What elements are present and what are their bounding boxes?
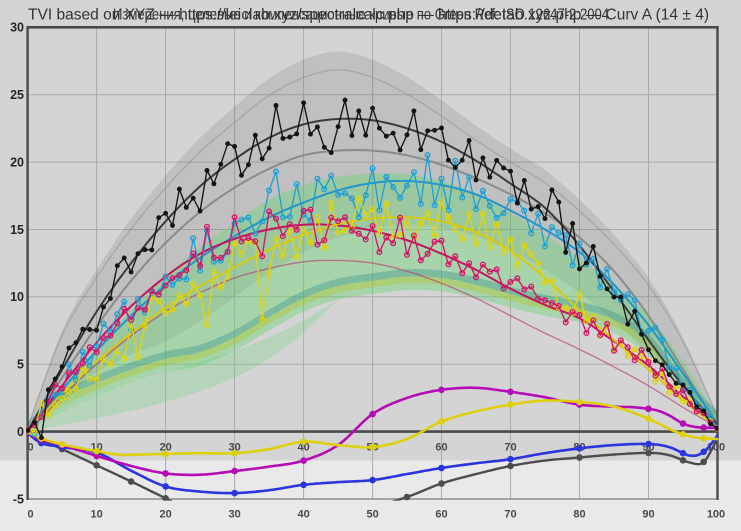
svg-text:5: 5 — [17, 358, 24, 372]
svg-text:70: 70 — [504, 442, 516, 454]
svg-text:30: 30 — [228, 509, 240, 521]
svg-text:60: 60 — [435, 442, 447, 454]
svg-text:80: 80 — [573, 509, 585, 521]
svg-text:0: 0 — [27, 442, 33, 454]
svg-text:0: 0 — [27, 509, 33, 521]
svg-text:90: 90 — [642, 509, 654, 521]
svg-text:70: 70 — [504, 509, 516, 521]
svg-text:40: 40 — [297, 442, 309, 454]
svg-text:20: 20 — [10, 155, 24, 169]
svg-text:60: 60 — [435, 509, 447, 521]
svg-text:15: 15 — [10, 223, 24, 237]
svg-text:50: 50 — [366, 509, 378, 521]
svg-text:Измерения, целевые и компенсац: Измерения, целевые и компенсационные кри… — [113, 7, 609, 24]
svg-text:10: 10 — [90, 509, 102, 521]
svg-text:-5: -5 — [13, 492, 24, 506]
svg-text:20: 20 — [159, 509, 171, 521]
svg-text:40: 40 — [297, 509, 309, 521]
svg-text:20: 20 — [159, 442, 171, 454]
svg-text:0: 0 — [17, 425, 24, 439]
svg-text:10: 10 — [10, 290, 24, 304]
svg-text:25: 25 — [10, 88, 24, 102]
svg-text:TVI based on XYZ — https://lei: TVI based on XYZ — https://leiclab.xyz/s… — [28, 7, 709, 24]
svg-text:30: 30 — [228, 442, 240, 454]
svg-text:30: 30 — [10, 21, 24, 35]
svg-text:100: 100 — [707, 509, 725, 521]
